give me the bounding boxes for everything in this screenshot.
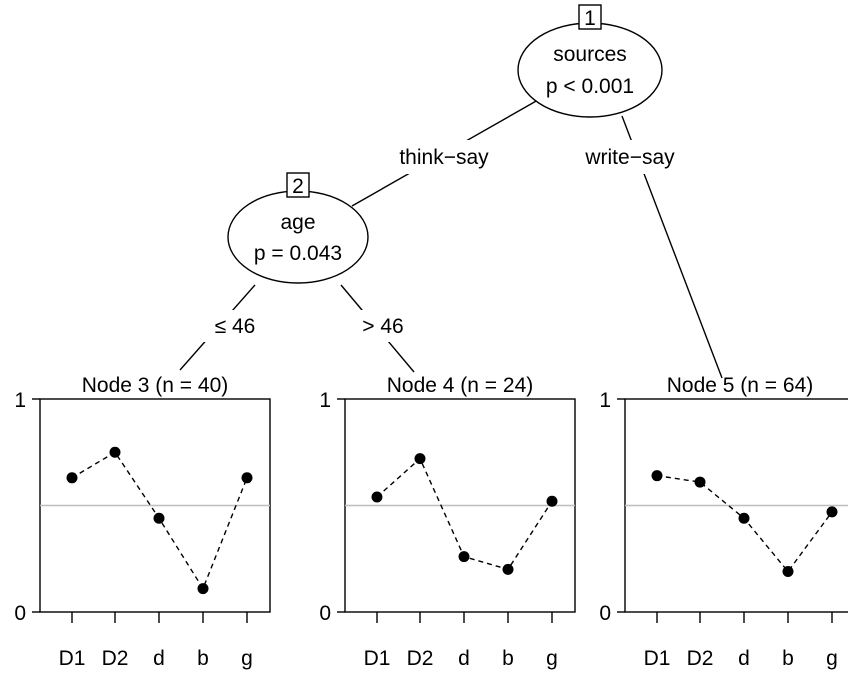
y-tick-label: 0 (14, 602, 26, 625)
terminal-node-panel-5: Node 5 (n = 64) 1 0 D1 D2 d b g (599, 374, 848, 670)
panel-title: Node 3 (n = 40) (82, 374, 229, 397)
x-tick-label: g (241, 647, 253, 670)
node-2-variable: age (280, 211, 315, 234)
data-point (694, 476, 706, 488)
y-tick-label: 1 (319, 389, 331, 412)
inner-node-2: 2 age p = 0.043 (227, 172, 369, 284)
x-tick-label: g (826, 647, 838, 670)
x-tick-label: b (502, 647, 514, 670)
data-point (109, 446, 121, 458)
data-point (651, 470, 663, 482)
x-tick-label: D1 (644, 647, 671, 670)
node-2-id-box (286, 172, 310, 198)
edge-label-write-say: write−say (584, 146, 675, 169)
x-tick-label: D2 (407, 647, 434, 670)
terminal-node-panel-4: Node 4 (n = 24) 1 0 D1 D2 d b g (319, 374, 576, 670)
x-tick-label: D1 (364, 647, 391, 670)
edge-label-think-say: think−say (399, 146, 489, 169)
data-point (66, 472, 78, 484)
panel-title: Node 4 (n = 24) (387, 374, 534, 397)
x-tick-label: g (546, 647, 558, 670)
terminal-panels: Node 3 (n = 40) 1 0 D1 D2 d b g Node 4 (n = 24) 1… (14, 374, 848, 670)
data-point (371, 491, 383, 503)
node-1-id: 1 (584, 7, 596, 30)
node-1-pvalue: p < 0.001 (546, 75, 634, 98)
terminal-node-panel-3: Node 3 (n = 40) 1 0 D1 D2 d b g (14, 374, 271, 670)
x-tick-label: b (197, 647, 209, 670)
inner-node-1: 1 sources p < 0.001 (517, 4, 663, 118)
data-point (197, 583, 209, 595)
edge-label-le-46: ≤ 46 (215, 315, 256, 338)
node-2-ellipse (227, 190, 369, 284)
data-point (502, 563, 514, 575)
y-tick-label: 1 (599, 389, 611, 412)
x-tick-label: d (458, 647, 470, 670)
data-point (738, 512, 750, 524)
data-point (414, 453, 426, 465)
edge-label-gt-46: > 46 (362, 315, 403, 338)
panel-title: Node 5 (n = 64) (667, 374, 814, 397)
x-tick-label: D2 (687, 647, 714, 670)
node-2-id: 2 (292, 175, 304, 198)
node-1-ellipse (517, 22, 663, 118)
y-tick-label: 1 (14, 389, 26, 412)
node-1-variable: sources (553, 43, 627, 66)
x-tick-label: d (153, 647, 165, 670)
x-tick-label: b (782, 647, 794, 670)
data-point (546, 495, 558, 507)
x-tick-label: D1 (59, 647, 86, 670)
data-point (241, 472, 253, 484)
node-2-pvalue: p = 0.043 (254, 242, 342, 265)
node-1-id-box (578, 4, 602, 30)
data-point (458, 551, 470, 563)
y-tick-label: 0 (319, 602, 331, 625)
data-point (782, 566, 794, 578)
x-tick-label: D2 (102, 647, 129, 670)
data-point (826, 506, 838, 518)
y-tick-label: 0 (599, 602, 611, 625)
x-tick-label: d (738, 647, 750, 670)
data-point (153, 512, 165, 524)
